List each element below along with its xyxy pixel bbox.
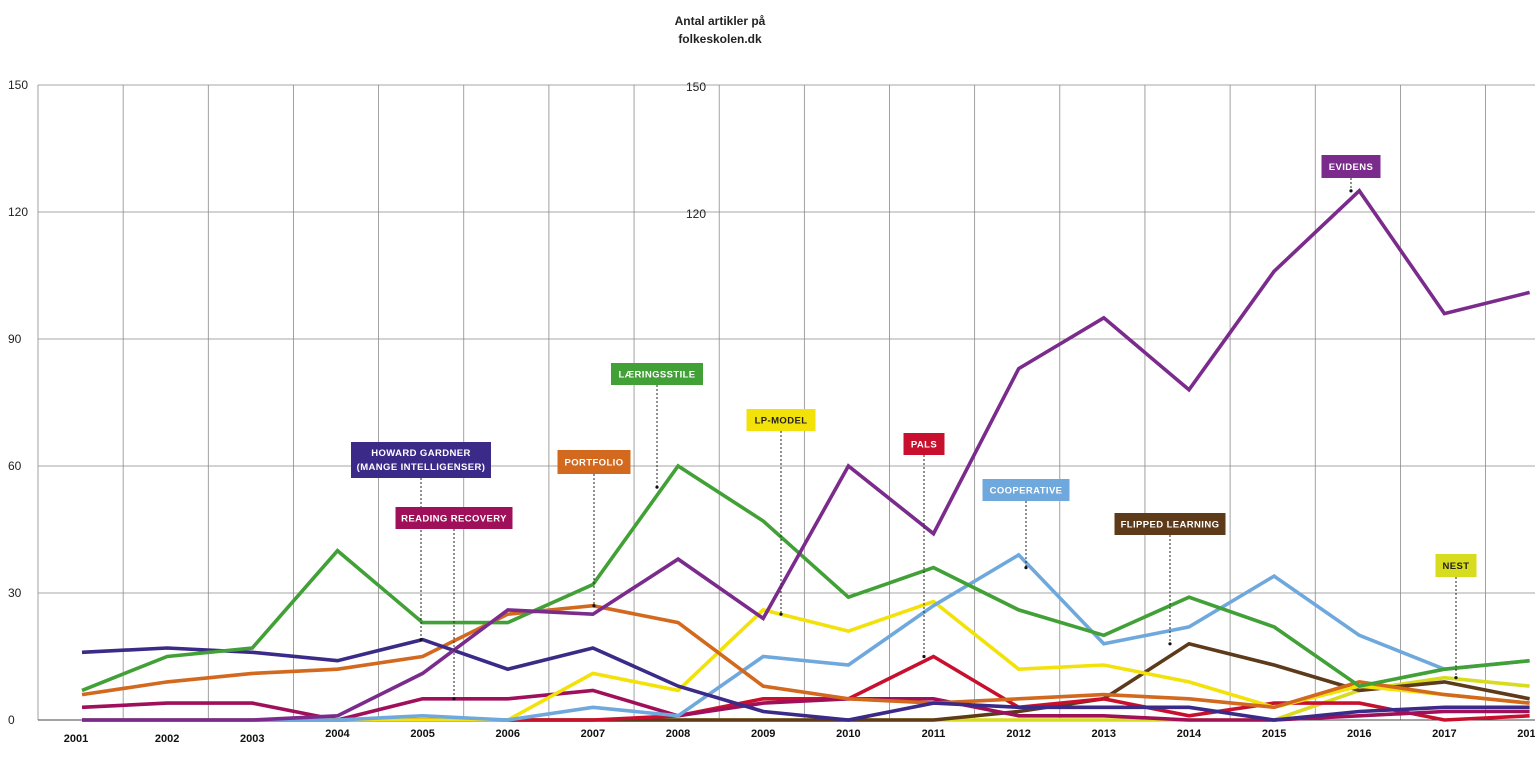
series-label-text: COOPERATIVE xyxy=(990,486,1063,497)
x-tick-label: 2010 xyxy=(836,728,860,740)
series-label-text: LÆRINGSSTILE xyxy=(618,370,695,381)
x-tick-label: 2017 xyxy=(1432,728,1456,740)
x-tick-label: 2001 xyxy=(64,733,88,745)
series-label-text: PALS xyxy=(911,440,937,451)
label-anchor-dot xyxy=(1454,676,1458,680)
series-label-text: NEST xyxy=(1443,561,1470,572)
label-anchor-dot xyxy=(419,637,423,642)
y-tick-label: 150 xyxy=(8,78,28,92)
label-anchor-dot xyxy=(1168,642,1172,646)
x-tick-label: 2018 xyxy=(1517,728,1535,740)
series-line-howard-gardner xyxy=(81,637,1530,722)
x-tick-label: 2014 xyxy=(1177,728,1202,740)
series-label-text: HOWARD GARDNER xyxy=(371,448,471,459)
y-tick-label-inner: 150 xyxy=(686,80,706,94)
y-axis: 0 30 60 90 120 150 120 150 xyxy=(8,78,706,727)
x-tick-label: 2008 xyxy=(666,728,690,740)
label-anchor-dot xyxy=(1024,566,1028,570)
y-tick-label: 60 xyxy=(8,459,22,473)
chart-title: Antal artikler på folkeskolen.dk xyxy=(620,12,820,48)
x-tick-label: 2005 xyxy=(410,728,434,740)
series-labels: HOWARD GARDNER (MANGE INTELLIGENSER) READI… xyxy=(351,155,1477,701)
x-tick-label: 2007 xyxy=(581,728,605,740)
x-axis: 2001 2002 2003 2004 2005 2006 2007 2008 2009 2010… xyxy=(64,728,1535,745)
label-anchor-dot xyxy=(1349,189,1353,193)
series-line-cooperative xyxy=(82,552,1530,722)
chart-grid xyxy=(37,84,1535,721)
series-label-text: READING RECOVERY xyxy=(401,514,507,525)
label-anchor-dot xyxy=(452,697,456,701)
label-anchor-dot xyxy=(779,612,783,616)
series-label-text: PORTFOLIO xyxy=(564,458,623,469)
x-tick-label: 2016 xyxy=(1347,728,1371,740)
x-tick-label: 2011 xyxy=(922,728,946,740)
label-anchor-dot xyxy=(922,654,926,659)
x-tick-label: 2009 xyxy=(751,728,775,740)
series-label-box xyxy=(1114,513,1226,535)
y-tick-label-inner: 120 xyxy=(686,207,706,221)
series-line-pals xyxy=(82,654,1530,722)
series-label-text: LP-MODEL xyxy=(755,416,808,427)
series-label-box xyxy=(982,479,1070,501)
series-lines xyxy=(81,188,1531,722)
x-tick-label: 2015 xyxy=(1262,728,1286,740)
series-label-subtext: (MANGE INTELLIGENSER) xyxy=(357,462,486,473)
chart-title-line2: folkeskolen.dk xyxy=(678,32,762,46)
x-tick-label: 2002 xyxy=(155,733,179,745)
series-label-box xyxy=(1435,554,1477,577)
series-label-box xyxy=(1321,155,1381,178)
chart-title-line1: Antal artikler på xyxy=(674,14,766,28)
x-tick-label: 2012 xyxy=(1006,728,1030,740)
series-label-box xyxy=(557,450,631,474)
series-line-portfolio xyxy=(81,603,1530,710)
x-tick-label: 2004 xyxy=(325,728,350,740)
y-tick-label: 90 xyxy=(8,332,22,346)
y-tick-label: 30 xyxy=(8,586,22,600)
x-tick-label: 2006 xyxy=(496,728,520,740)
series-label-box xyxy=(395,507,513,529)
series-label-text: FLIPPED LEARNING xyxy=(1121,520,1220,531)
label-anchor-dot xyxy=(655,485,659,489)
series-label-text: EVIDENS xyxy=(1329,162,1374,173)
series-line-evidens xyxy=(82,188,1531,722)
series-label-box xyxy=(351,442,491,478)
series-line-læringsstile xyxy=(81,463,1530,693)
series-label-box xyxy=(903,433,945,455)
y-tick-label: 0 xyxy=(8,713,15,727)
x-tick-label: 2003 xyxy=(240,733,264,745)
x-tick-label: 2013 xyxy=(1092,728,1116,740)
series-label-box xyxy=(611,363,703,385)
label-anchor-dot xyxy=(592,604,596,608)
y-tick-label: 120 xyxy=(8,205,28,219)
series-label-box xyxy=(746,409,816,431)
